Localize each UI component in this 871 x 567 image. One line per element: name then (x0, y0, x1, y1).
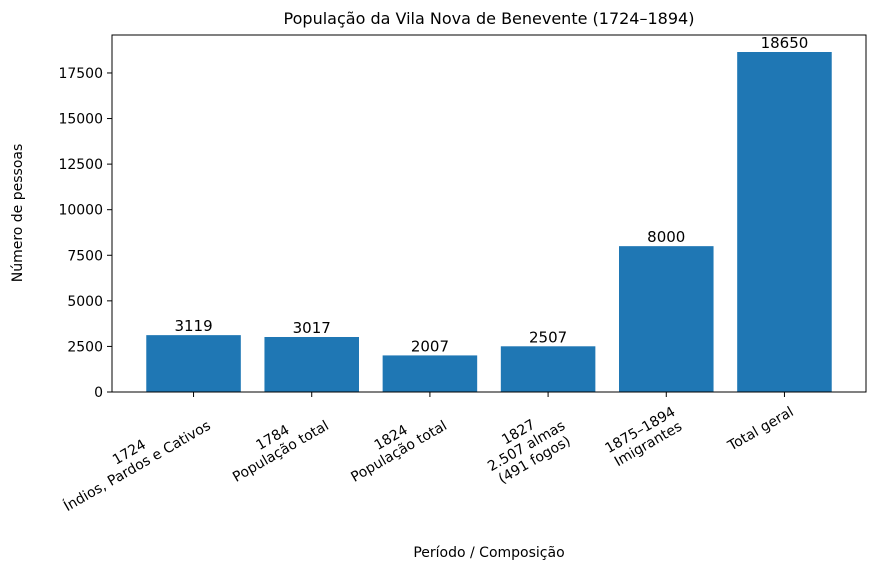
bar (500, 346, 596, 392)
y-tick-label: 17500 (58, 66, 103, 82)
y-tick-label: 2500 (67, 339, 103, 355)
y-tick-label: 12500 (58, 157, 103, 173)
y-tick-label: 10000 (58, 203, 103, 219)
chart-title: População da Vila Nova de Benevente (172… (284, 9, 695, 28)
x-tick-label: Total geral (724, 404, 796, 455)
plot-frame (111, 34, 867, 393)
value-label: 3017 (293, 319, 331, 337)
y-tick-label: 15000 (58, 112, 103, 128)
bar (146, 335, 241, 392)
value-label: 2007 (411, 337, 449, 355)
bar (382, 355, 478, 392)
y-tick-label: 7500 (67, 248, 103, 264)
value-label: 18650 (761, 34, 809, 52)
x-tick-label: Índios, Pardos e Cativos (61, 417, 214, 515)
value-label: 2507 (529, 328, 567, 346)
x-axis-label: Período / Composição (413, 545, 564, 561)
y-tick-label: 0 (94, 385, 103, 401)
y-axis-label: Número de pessoas (10, 144, 26, 283)
bar (264, 336, 359, 392)
bar (619, 246, 714, 392)
bar (737, 52, 832, 392)
value-label: 8000 (647, 228, 685, 246)
x-tick-label-group: Total geral (724, 404, 796, 455)
value-label: 3119 (174, 317, 212, 335)
y-tick-label: 5000 (67, 294, 103, 310)
